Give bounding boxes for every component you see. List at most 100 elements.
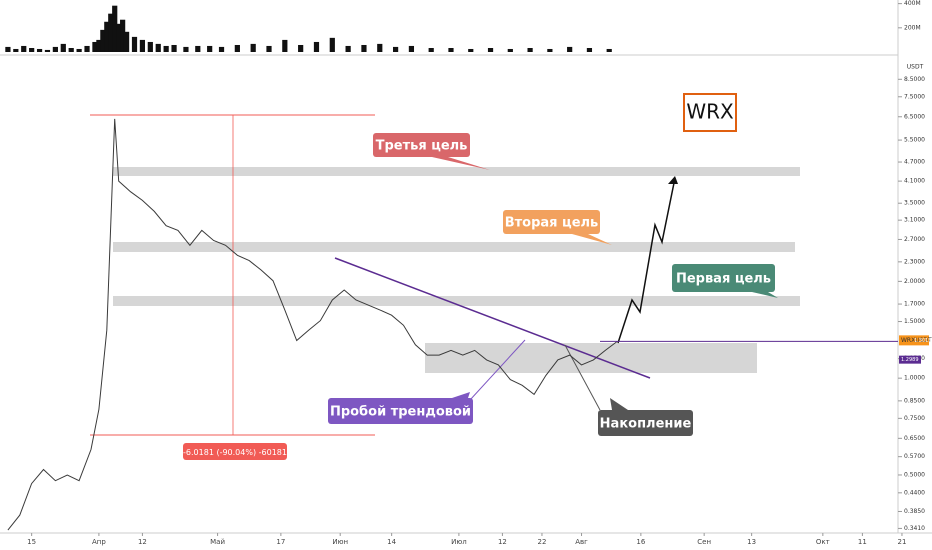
volume-bar: [112, 5, 118, 53]
volume-bar: [44, 49, 51, 52]
callout-tail: [572, 234, 612, 245]
trend-line: [334, 257, 651, 379]
y-tick-label: 2.3000: [904, 258, 925, 265]
volume-bar: [606, 48, 612, 52]
annotation-text: -6.0181 (-90.04%) -60181: [183, 448, 287, 457]
y-tick-label: 0.8500: [904, 397, 925, 404]
volume-bar: [116, 23, 122, 52]
x-tick-label: 22: [538, 538, 547, 546]
title-box: [683, 93, 737, 132]
annotation-text: Первая цель: [676, 272, 771, 287]
volume-bar: [147, 41, 153, 52]
volume-bar: [392, 46, 399, 52]
annotation-box: [503, 210, 600, 234]
x-tick-label: 13: [747, 538, 756, 546]
x-tick-label: 15: [27, 538, 36, 546]
volume-bar: [131, 36, 138, 52]
annotation-box: [373, 133, 470, 157]
y-tick-label: 8.5000: [904, 76, 925, 83]
y-tick-label: 0.3410: [904, 525, 925, 532]
volume-bar: [218, 46, 225, 52]
volume-bar: [84, 45, 90, 52]
callout-tail: [452, 392, 470, 398]
x-tick-label: Июн: [332, 538, 348, 546]
y-tick-label: 1.0000: [904, 375, 925, 382]
y-tick-label: 5.5000: [904, 137, 925, 144]
volume-bar: [171, 44, 177, 52]
volume-bar: [547, 48, 553, 52]
callout-tail: [752, 292, 778, 298]
volume-bar: [123, 31, 130, 52]
y-tick-label: 3.1000: [904, 217, 925, 224]
y-tick-label: 0.7500: [904, 415, 925, 422]
volume-bar: [250, 43, 256, 52]
y-tick-label: 3.5000: [904, 200, 925, 207]
y-tick-label: 200M: [904, 24, 921, 31]
annotation-box: [598, 410, 693, 436]
volume-bar: [139, 39, 146, 52]
projection-path: [617, 177, 676, 344]
annotation-box: [328, 398, 473, 424]
callout-tail: [610, 398, 628, 410]
symbol-label: WRXUSDT: [901, 337, 932, 344]
volume-bar: [68, 48, 74, 52]
x-tick-label: Май: [210, 538, 225, 546]
volume-bar: [155, 43, 161, 52]
y-tick-label: 2.0000: [904, 278, 925, 285]
x-tick-label: 12: [138, 538, 147, 546]
volume-bar: [120, 19, 126, 52]
volume-bar: [468, 48, 474, 52]
volume-bar: [195, 45, 201, 52]
projection-arrow: [668, 176, 678, 184]
volume-bar: [163, 45, 169, 52]
y-tick-label: 4.1000: [904, 178, 925, 185]
y-tick-label: 6.5000: [904, 113, 925, 120]
volume-bar: [448, 48, 454, 52]
symbol-tag: [899, 335, 929, 346]
volume-bar: [60, 43, 66, 52]
volume-bar: [298, 44, 304, 52]
volume-bar: [408, 45, 415, 52]
y-tick-label: 7.5000: [904, 93, 925, 100]
x-tick-label: 17: [276, 538, 285, 546]
x-tick-label: 21: [897, 538, 906, 546]
volume-bar: [207, 45, 213, 52]
y-tick-label: 0.6500: [904, 435, 925, 442]
target-zone: [113, 242, 795, 252]
volume-bar: [36, 48, 43, 52]
annotation-text: Третья цель: [376, 139, 468, 154]
volume-bar: [234, 44, 240, 52]
volume-bar: [108, 13, 114, 53]
last-price-label: 1.3015: [914, 338, 932, 344]
volume-bar: [92, 41, 98, 52]
annotation-box: [672, 264, 775, 292]
annotation-box: [183, 443, 287, 460]
annotation-text: Пробой трендовой: [330, 405, 471, 420]
target-zone: [113, 167, 800, 176]
x-tick-label: Окт: [816, 538, 830, 546]
annotation-text: Вторая цель: [505, 216, 599, 231]
volume-bar: [21, 45, 27, 52]
x-tick-label: 16: [636, 538, 645, 546]
y-tick-label: 0.3850: [904, 508, 925, 515]
x-tick-label: 14: [387, 538, 396, 546]
volume-bar: [567, 46, 573, 52]
price-tag: [899, 355, 921, 364]
x-tick-label: Авг: [575, 538, 588, 546]
volume-bar: [76, 48, 82, 52]
volume-bar: [428, 48, 434, 52]
price-label: 1.2989: [901, 357, 919, 363]
title: WRX: [686, 100, 734, 124]
x-tick-label: Сен: [697, 538, 711, 546]
x-tick-label: 11: [858, 538, 867, 546]
volume-bar: [5, 46, 11, 52]
volume-bar: [329, 37, 335, 52]
volume-bar: [183, 46, 189, 52]
pointer: [469, 339, 526, 401]
y-tick-label: 2.7000: [904, 236, 925, 243]
volume-bar: [507, 48, 513, 52]
x-tick-label: Апр: [92, 538, 106, 546]
volume-bar: [104, 21, 110, 52]
